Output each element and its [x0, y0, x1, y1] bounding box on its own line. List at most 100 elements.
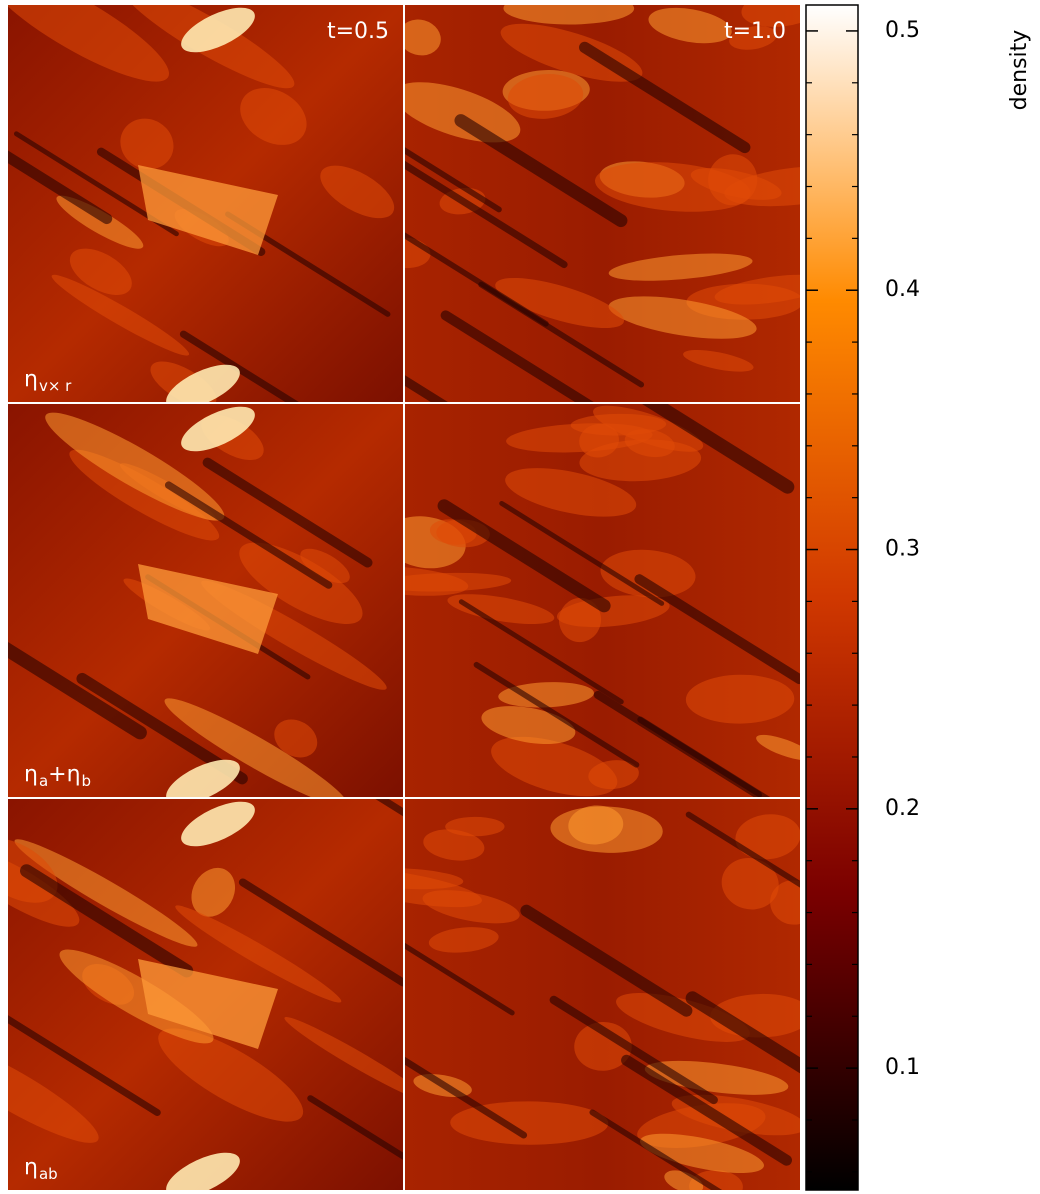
bright-structure: [56, 195, 144, 249]
row-label-part: η: [24, 367, 38, 392]
bright-structure: [447, 594, 555, 625]
dark-filament: [473, 661, 640, 768]
dark-filament: [437, 499, 611, 613]
colorbar-tick-label: 0.1: [885, 1055, 920, 1080]
density-panel: [8, 404, 403, 797]
hot-spot: [166, 759, 240, 797]
dark-filament: [549, 995, 718, 1105]
bright-structure: [164, 698, 348, 797]
hot-spot: [181, 7, 255, 53]
density-panel: [405, 404, 800, 797]
colorbar-tick-label: 0.3: [885, 537, 920, 562]
dark-filament: [593, 690, 762, 797]
dark-filament: [621, 1054, 793, 1166]
hot-spot: [166, 1152, 240, 1190]
bright-structure: [685, 674, 795, 724]
bright-structure: [724, 166, 800, 207]
bright-structure: [51, 274, 190, 356]
bright-structure: [428, 927, 499, 953]
bright-structure: [574, 1021, 632, 1071]
bright-structure: [175, 905, 342, 1003]
density-panel: [8, 799, 403, 1190]
dark-filament: [8, 1015, 161, 1117]
bright-structure: [708, 154, 758, 206]
dark-filament: [8, 150, 113, 225]
bright-structure: [8, 848, 80, 927]
colorbar-label: density: [1007, 30, 1032, 111]
bright-structure: [284, 1017, 403, 1102]
bright-structure: [639, 1133, 764, 1174]
bright-structure: [158, 1028, 304, 1122]
column-title: t=1.0: [724, 19, 786, 44]
dark-filament: [685, 811, 800, 888]
dark-filament: [405, 161, 568, 269]
bright-structure: [423, 829, 485, 861]
row-label: ηa+ηb: [24, 762, 91, 790]
dark-filament: [179, 330, 299, 402]
panels: [8, 5, 800, 1190]
dark-filament: [405, 147, 502, 213]
dark-filament: [375, 799, 403, 817]
bright-structure: [579, 439, 702, 482]
hot-spot: [181, 406, 255, 452]
dark-filament: [8, 642, 147, 740]
colorbar: [805, 4, 859, 1191]
bright-structure: [505, 468, 637, 517]
bright-structure: [648, 7, 732, 44]
bright-structure: [405, 566, 469, 596]
dark-filament: [454, 114, 628, 228]
dark-filament: [499, 500, 665, 606]
bright-structure: [735, 814, 800, 860]
hot-spot: [166, 364, 240, 402]
dark-filament: [458, 599, 624, 705]
bright-structure: [405, 19, 441, 56]
bright-structure: [503, 5, 635, 25]
bright-structure: [568, 805, 624, 845]
bright-structure: [756, 734, 800, 761]
bright-structure: [558, 597, 602, 643]
density-panel: [405, 5, 800, 402]
bright-structure: [644, 1060, 789, 1095]
dark-filament: [405, 1056, 528, 1139]
bright-structure: [320, 165, 395, 219]
dark-filament: [440, 310, 594, 402]
row-label-part: +η: [48, 762, 80, 787]
row-label-part: b: [82, 772, 92, 790]
bright-structure: [593, 405, 704, 452]
bright-structure: [600, 549, 696, 598]
dark-filament: [634, 574, 800, 685]
bright-structure: [714, 274, 800, 305]
bright-structure: [8, 5, 170, 82]
dark-filament: [307, 1095, 403, 1160]
dark-filament: [520, 904, 693, 1017]
bright-sheet: [138, 564, 278, 654]
bright-structure: [191, 867, 236, 917]
dark-filament: [685, 991, 800, 1074]
row-label: ηv× r: [24, 367, 72, 395]
colorbar-tick-label: 0.4: [885, 277, 920, 302]
dark-filament: [20, 864, 194, 978]
dark-filament: [405, 942, 515, 1016]
colorbar-tick-label: 0.5: [885, 18, 920, 43]
bright-structure: [770, 880, 800, 925]
bright-structure: [741, 5, 800, 27]
colorbar-tick-label: 0.2: [885, 796, 920, 821]
row-label-part: η: [24, 762, 38, 787]
bright-structure: [616, 993, 750, 1042]
bright-structure: [608, 296, 757, 339]
row-label-part: η: [24, 1155, 38, 1180]
row-label-part: a: [39, 772, 48, 790]
bright-structure: [300, 548, 350, 584]
bright-structure: [721, 858, 779, 910]
bright-structure: [729, 26, 777, 50]
column-title: t=0.5: [327, 19, 389, 44]
bright-structure: [120, 118, 174, 170]
bright-structure: [495, 277, 624, 329]
bright-structure: [69, 248, 132, 295]
dark-filament: [478, 281, 645, 388]
dark-filament: [405, 375, 448, 402]
density-panel: [405, 799, 800, 1190]
density-panel: [8, 5, 403, 402]
